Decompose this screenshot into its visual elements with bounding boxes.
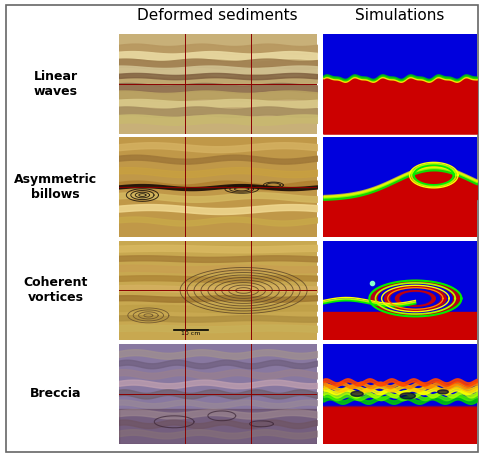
Text: Coherent
vortices: Coherent vortices: [23, 276, 88, 304]
Text: Linear
waves: Linear waves: [33, 69, 78, 98]
Bar: [323, 406, 477, 444]
Text: Asymmetric
billows: Asymmetric billows: [14, 173, 97, 201]
Polygon shape: [391, 289, 440, 308]
Polygon shape: [385, 287, 446, 310]
Text: Simulations: Simulations: [355, 9, 445, 23]
Polygon shape: [351, 391, 363, 396]
Text: Breccia: Breccia: [30, 388, 81, 400]
Text: 10 cm: 10 cm: [182, 331, 201, 336]
Polygon shape: [378, 284, 452, 313]
Polygon shape: [438, 390, 448, 394]
Polygon shape: [400, 292, 431, 304]
Bar: [323, 199, 477, 237]
Bar: [323, 402, 477, 406]
Bar: [119, 409, 317, 444]
Polygon shape: [400, 393, 415, 399]
Polygon shape: [414, 165, 454, 185]
Bar: [323, 313, 477, 340]
Text: Deformed sediments: Deformed sediments: [137, 9, 298, 23]
Polygon shape: [395, 291, 435, 306]
Polygon shape: [369, 281, 461, 316]
